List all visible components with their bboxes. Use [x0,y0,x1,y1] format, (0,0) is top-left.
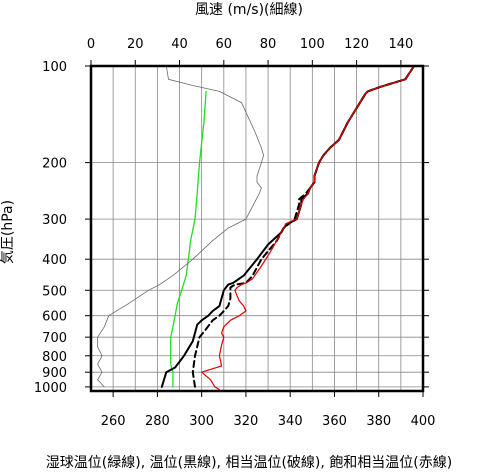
series-wind-speed-line [97,65,265,388]
top-tick-label-140: 140 [388,37,413,52]
x-tick-label-400: 400 [411,414,436,429]
chart-caption: 湿球温位(緑線), 温位(黒線), 相当温位(破線), 飽和相当温位(赤線) [46,454,452,471]
top-tick-label-120: 120 [344,37,369,52]
top-tick-label-20: 20 [127,37,144,52]
y-tick-label-200: 200 [42,157,67,172]
plot-frame [89,64,425,393]
y-tick-label-600: 600 [42,310,67,325]
top-tick-label-100: 100 [300,37,325,52]
x-tick-label-280: 280 [145,414,170,429]
top-tick-label-60: 60 [216,37,233,52]
x-tick-label-340: 340 [278,414,303,429]
x-tick-label-380: 380 [366,414,391,429]
x-tick-label-300: 300 [189,414,214,429]
tick-labels: 260 280 300 320 340 360 380 400 0 20 40 60 80 100 120 1… [34,37,436,429]
y-tick-label-900: 900 [42,366,67,381]
top-tick-label-80: 80 [260,37,277,52]
y-tick-label-100: 100 [42,60,67,75]
y-tick-label-300: 300 [42,213,67,228]
y-tick-label-800: 800 [42,350,67,365]
series-wet-bulb-line [170,90,207,388]
series-saturated-equivalent-line [201,65,415,391]
top-tick-label-40: 40 [171,37,188,52]
series-equivalent-line [191,65,416,388]
x-tick-label-260: 260 [101,414,126,429]
y-axis-title: 気圧(hPa) [0,200,16,264]
y-tick-label-400: 400 [42,253,67,268]
series-layer [97,65,416,391]
x-tick-label-320: 320 [234,414,259,429]
top-axis-title: 風速 (m/s)(細線) [195,2,303,18]
y-tick-label-500: 500 [42,284,67,299]
series-potential-line [160,65,416,388]
top-tick-label-0: 0 [87,37,95,52]
y-tick-label-700: 700 [42,331,67,346]
y-tick-label-1000: 1000 [34,381,67,396]
x-tick-label-360: 360 [322,414,347,429]
grid [91,66,423,391]
